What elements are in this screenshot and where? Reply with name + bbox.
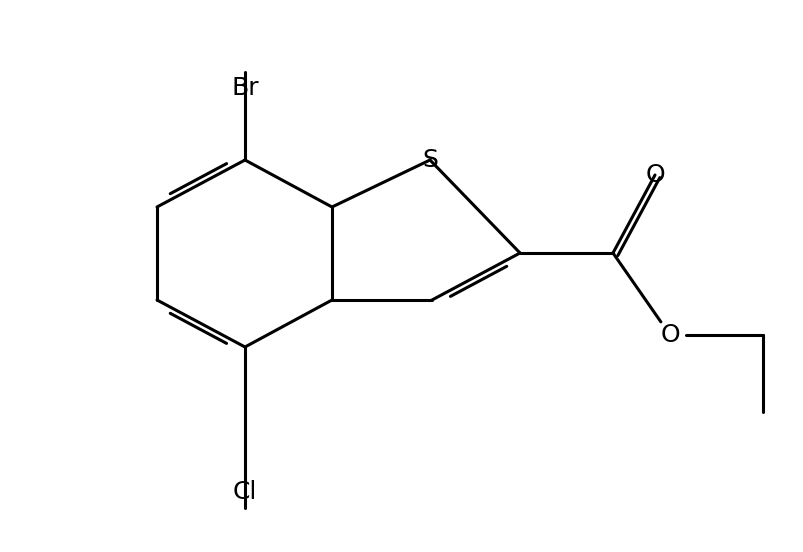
Text: Br: Br xyxy=(231,76,259,100)
Text: Cl: Cl xyxy=(233,480,257,504)
Text: O: O xyxy=(644,163,664,187)
Text: S: S xyxy=(422,148,438,172)
Text: O: O xyxy=(659,323,679,347)
